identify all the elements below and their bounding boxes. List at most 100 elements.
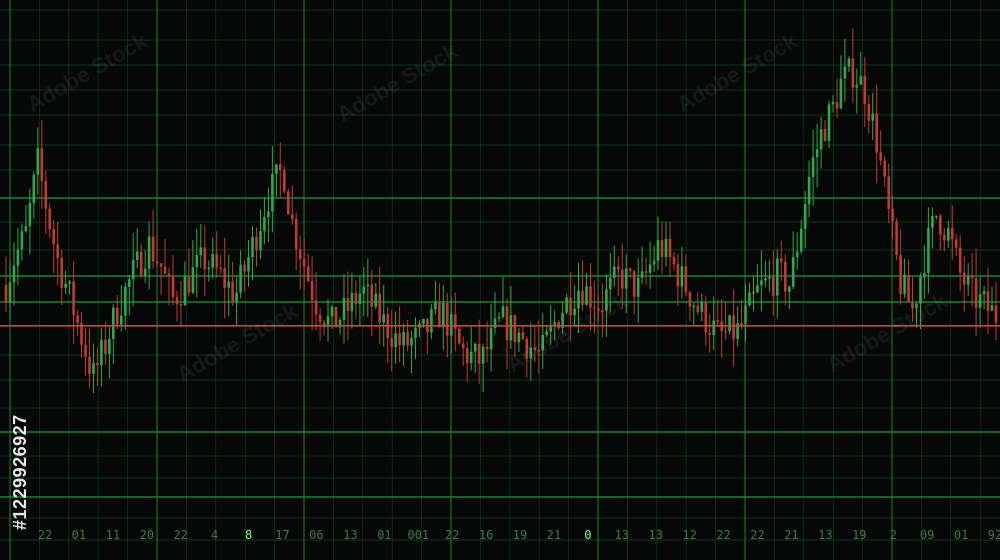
x-tick-label: 8 <box>245 528 252 542</box>
candle-body-down <box>628 268 632 272</box>
candle-body-up <box>509 315 513 341</box>
candle-body-down <box>56 244 59 259</box>
candle-body-up <box>982 291 986 295</box>
candle-body-down <box>458 328 461 344</box>
candle-body-down <box>80 322 83 345</box>
candle-body-up <box>736 323 739 340</box>
candle-body-down <box>708 332 711 335</box>
candle-body-up <box>803 204 807 229</box>
candle-body-up <box>791 257 795 287</box>
candle-body-down <box>48 208 51 229</box>
candle-body-up <box>32 174 36 204</box>
candle-body-down <box>4 285 8 303</box>
candle-body-up <box>788 286 791 292</box>
candle-body-down <box>676 264 680 287</box>
candle-body-up <box>147 236 151 269</box>
candle-body-up <box>903 275 906 295</box>
candle-body-down <box>465 348 469 364</box>
candle-body-down <box>899 254 902 295</box>
candle-body-down <box>986 291 990 311</box>
x-tick-label: 0 <box>584 528 591 542</box>
candle-body-down <box>732 315 735 339</box>
candle-body-down <box>44 181 48 209</box>
candle-body-down <box>187 276 191 293</box>
candle-body-down <box>72 281 75 316</box>
x-tick-label: 2 <box>890 528 897 542</box>
candle-body-up <box>239 265 242 293</box>
candle-body-down <box>672 257 676 265</box>
candle-body-up <box>966 275 970 285</box>
x-tick-label: 12 <box>682 528 696 542</box>
candle-body-down <box>179 304 183 306</box>
x-tick-labels: 22 01 11 20 22 4 8 17 06 13 01 001 22 16 19 21 0 13 13 12 22… <box>38 528 1000 542</box>
candle-body-down <box>318 314 322 323</box>
candle-body-up <box>143 268 147 276</box>
candle-body-up <box>402 332 405 346</box>
candle-body-down <box>346 297 350 311</box>
candle-body-up <box>120 315 123 325</box>
candle-body-up <box>923 272 926 277</box>
candle-body-down <box>569 297 572 316</box>
candle-body-up <box>481 346 485 364</box>
candle-body-up <box>545 331 548 335</box>
candle-body-up <box>517 332 521 343</box>
candle-body-up <box>553 322 556 325</box>
candle-body-down <box>784 261 787 292</box>
candle-body-up <box>752 291 755 294</box>
candle-body-down <box>306 266 310 281</box>
candle-body-down <box>883 160 886 177</box>
candle-body-up <box>108 339 111 354</box>
candle-body-up <box>919 276 922 304</box>
candle-body-up <box>756 285 759 292</box>
candle-body-down <box>116 307 119 325</box>
x-tick-label: 09 <box>920 528 934 542</box>
x-tick-label: 92 <box>988 528 1000 542</box>
candle-body-up <box>871 113 874 121</box>
candle-body-down <box>298 249 302 260</box>
candle-body-up <box>199 247 203 256</box>
candle-body-down <box>716 320 719 322</box>
candle-body-down <box>621 269 624 289</box>
candle-body-down <box>696 305 700 312</box>
candle-body-down <box>521 332 525 339</box>
candle-body-up <box>135 251 139 261</box>
candle-body-down <box>780 258 783 262</box>
candle-body-up <box>28 203 32 227</box>
candle-body-down <box>167 273 171 277</box>
candle-body-up <box>12 265 16 283</box>
candle-body-down <box>283 169 286 192</box>
candle-body-down <box>867 104 871 121</box>
candle-body-down <box>96 362 99 365</box>
candle-body-down <box>724 330 727 333</box>
candle-body-up <box>497 317 501 319</box>
candle-body-down <box>644 271 648 273</box>
candle-body-down <box>835 102 839 109</box>
candle-body-up <box>267 211 270 218</box>
candle-body-down <box>505 306 509 341</box>
candle-body-up <box>450 314 453 336</box>
candle-body-down <box>370 284 374 307</box>
candle-body-down <box>151 236 155 262</box>
candle-body-up <box>271 173 274 212</box>
candle-body-up <box>947 228 950 241</box>
candle-body-down <box>863 76 867 105</box>
candle-body-up <box>350 292 354 311</box>
candle-body-up <box>652 260 656 265</box>
candle-body-down <box>314 300 318 315</box>
candle-body-up <box>227 281 230 288</box>
candle-body-up <box>16 249 20 266</box>
candle-body-down <box>255 236 258 251</box>
candle-body-up <box>275 164 278 174</box>
x-tick-label: 001 <box>407 528 429 542</box>
candle-body-down <box>155 261 159 264</box>
candle-body-down <box>895 221 898 255</box>
candle-body-up <box>712 320 715 336</box>
x-tick-label: 22 <box>445 528 459 542</box>
candle-body-down <box>589 286 592 308</box>
candle-body-down <box>398 333 401 346</box>
candle-body-up <box>573 308 576 316</box>
candle-body-up <box>978 294 982 308</box>
candle-body-up <box>263 217 266 232</box>
candle-body-down <box>851 58 855 88</box>
